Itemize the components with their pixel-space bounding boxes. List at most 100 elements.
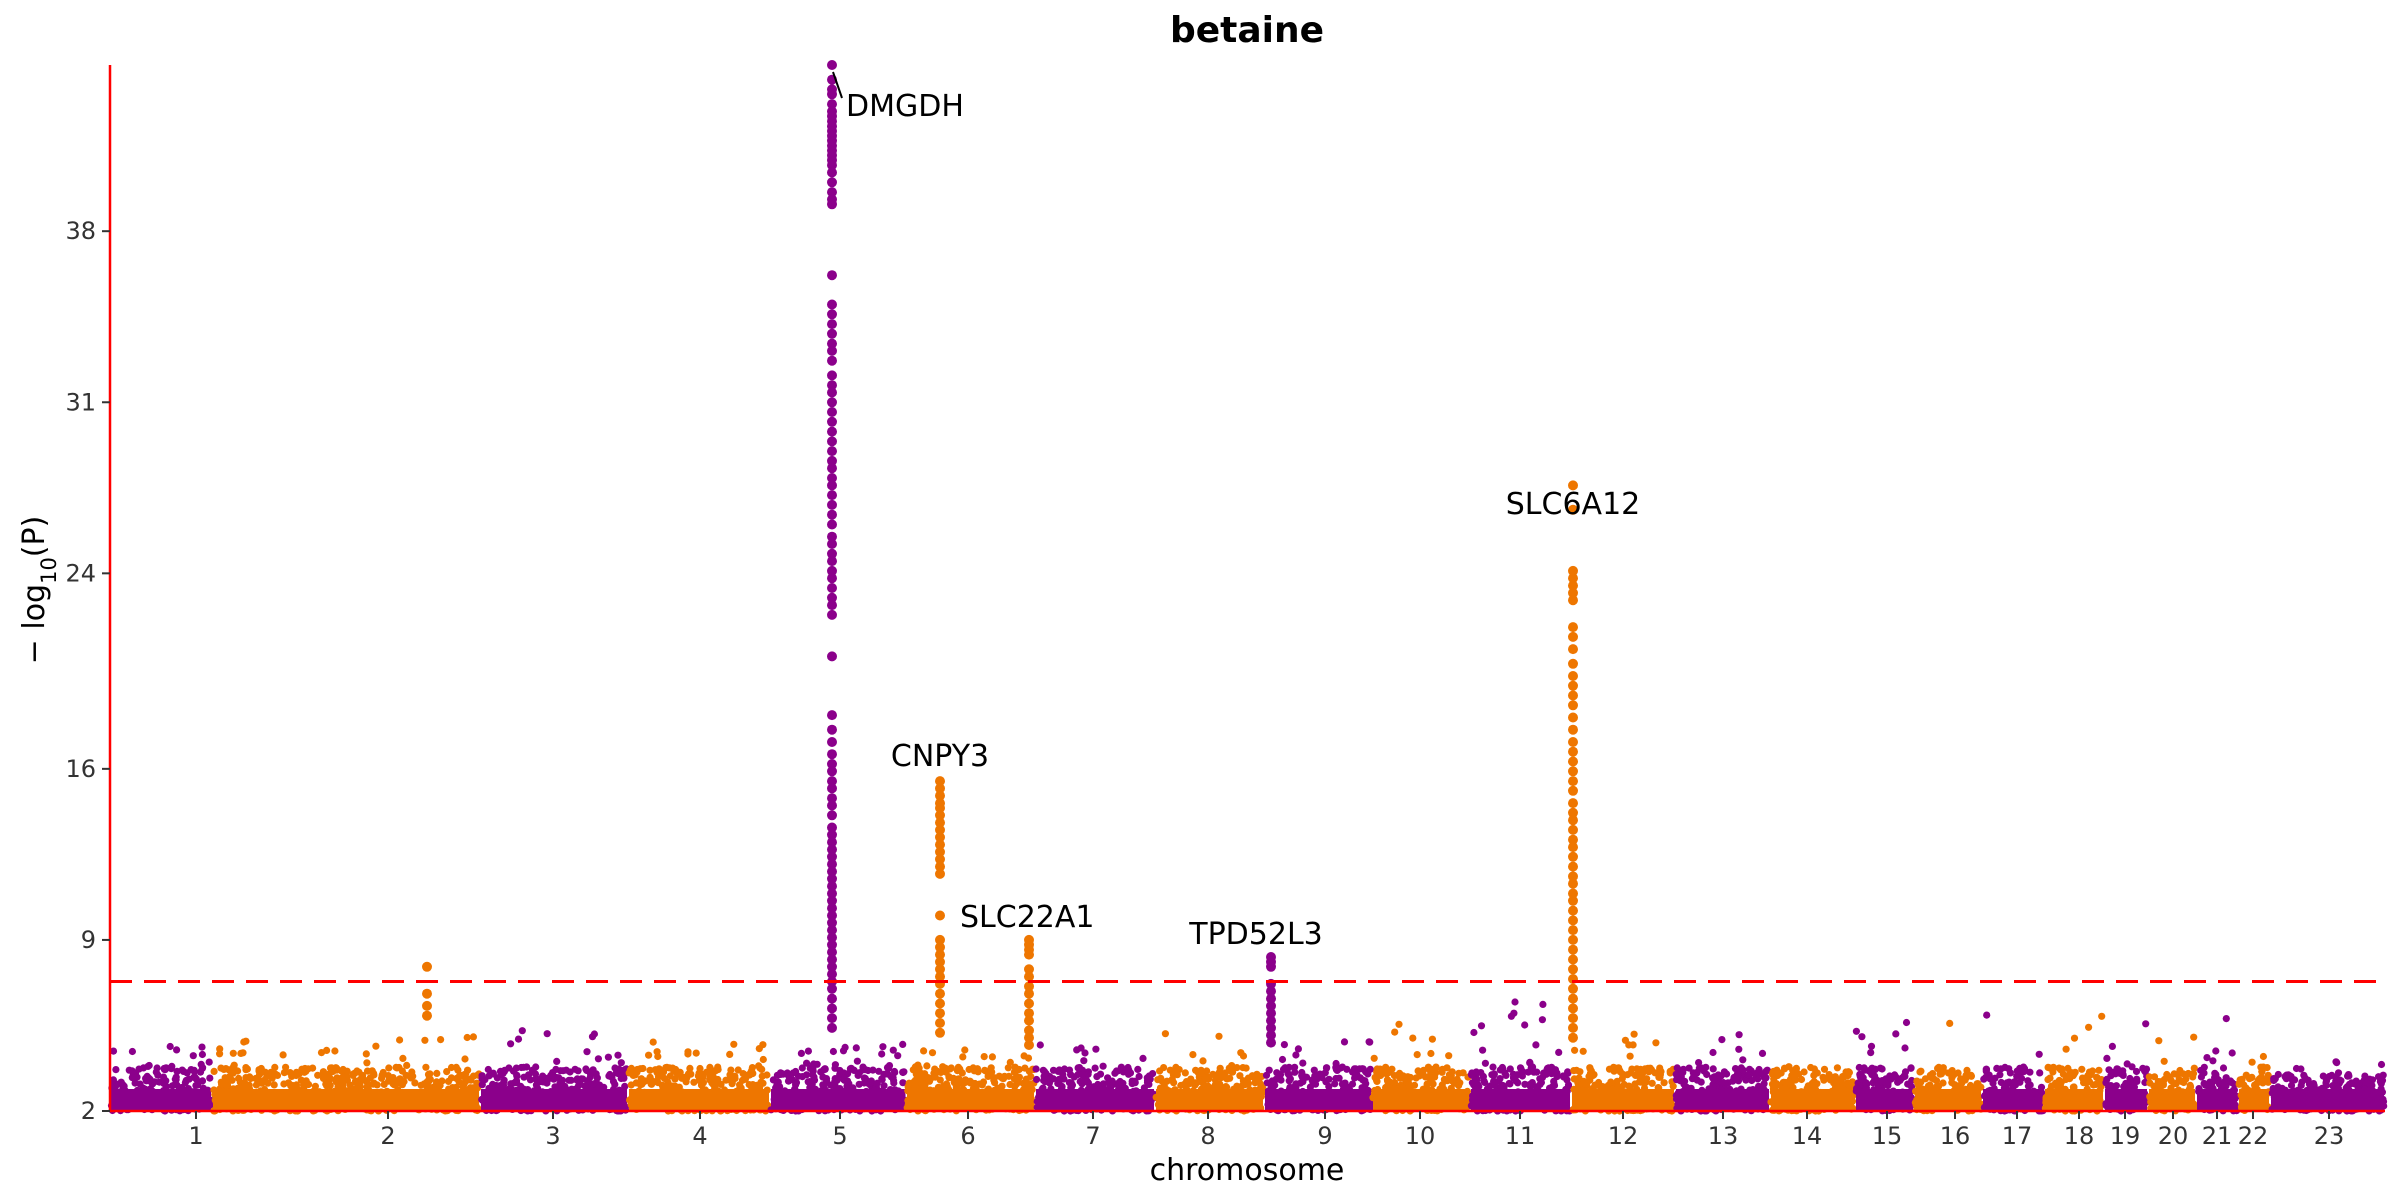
snp-point [1060,1065,1069,1073]
snp-point [1538,1016,1546,1024]
snp-point [1280,1041,1288,1049]
chromosome-6-dense-band [907,1089,1034,1111]
peak-point [827,509,837,520]
snp-point [1735,1045,1743,1053]
snp-point [2139,1064,2147,1072]
snp-point [1511,998,1519,1006]
snp-point [1191,1079,1199,1087]
peak-point [827,380,837,391]
snp-point [2301,1074,2309,1082]
peak-point [827,309,837,320]
snp-point [583,1048,591,1056]
snp-point [1325,1082,1333,1091]
snp-point [459,1081,468,1089]
snp-point [1263,1079,1271,1087]
chromosome-1-dense-band [111,1089,211,1111]
snp-point [513,1072,521,1080]
chromosome-8-points [1152,1030,1267,1115]
snp-point [646,1066,654,1074]
snp-point [1526,1081,1534,1089]
snp-point [2163,1070,2171,1079]
snp-point [853,1057,862,1065]
snp-point [1891,1071,1899,1079]
chromosome-19-dense-band [2105,1089,2147,1111]
snp-point [193,1081,202,1089]
snp-point [621,1082,629,1090]
snp-point [869,1066,877,1074]
snp-point [109,1076,117,1084]
snp-point [1646,1064,1654,1072]
snp-point [1871,1066,1879,1074]
snp-point [1852,1027,1860,1035]
snp-point [2058,1065,2066,1073]
snp-point [1313,1072,1321,1080]
snp-point [444,1077,453,1085]
snp-point [2024,1077,2032,1085]
snp-point [168,1062,176,1070]
snp-point [695,1072,703,1080]
snp-point [1634,1071,1642,1080]
snp-point [1134,1065,1142,1073]
snp-point [1490,1077,1498,1085]
snp-point [1695,1059,1703,1067]
snp-point [1980,1075,1988,1083]
snp-point [279,1051,287,1059]
snp-point [1731,1065,1740,1073]
snp-point [1033,1075,1041,1084]
chromosome-23-points [2268,1058,2388,1115]
chart-title: betaine [1170,10,1324,51]
snp-point [399,1054,407,1062]
chromosome-12-points [1569,1030,1678,1115]
snp-point [1470,1028,1478,1037]
snp-point [1579,1047,1587,1055]
snp-point [1203,1067,1211,1075]
snp-point [2102,1079,2110,1087]
snp-point [745,1071,754,1079]
snp-point [1222,1083,1230,1091]
snp-point [1673,1064,1681,1072]
snp-point [139,1064,148,1072]
snp-point [1916,1068,1924,1076]
snp-point [1432,1064,1440,1072]
chromosome-10-points [1369,1020,1473,1115]
snp-point [1333,1066,1341,1074]
chromosome-16-points [1911,1019,1985,1115]
snp-point [609,1077,618,1086]
snp-point [1189,1051,1197,1059]
snp-point [2377,1060,2386,1069]
snp-point [1986,1075,1994,1083]
snp-point [1902,1018,1911,1027]
snp-point [1810,1065,1818,1073]
snp-point [1700,1067,1708,1075]
snp-point [319,1068,327,1076]
snp-point [1058,1082,1066,1091]
snp-point [128,1047,136,1056]
snp-point [2228,1049,2236,1057]
snp-point [675,1068,683,1076]
snp-point [1739,1056,1747,1064]
snp-point [2190,1064,2198,1072]
snp-point [1710,1075,1718,1083]
snp-point [553,1057,561,1065]
snp-point [370,1071,378,1079]
snp-point [2305,1080,2314,1088]
snp-point [684,1048,692,1056]
snp-point [1860,1064,1868,1072]
snp-point [1481,1059,1489,1067]
snp-point [1878,1065,1886,1073]
snp-point [880,1082,888,1090]
snp-point [1040,1072,1048,1080]
snp-point [875,1067,883,1075]
snp-point [1928,1074,1936,1082]
snp-point [1755,1065,1763,1074]
snp-point [917,1071,926,1079]
snp-point [159,1073,168,1081]
snp-point [1681,1077,1689,1085]
snp-point [1800,1068,1808,1076]
snp-point [1352,1069,1360,1077]
snp-point [1077,1044,1085,1052]
snp-point [1739,1066,1747,1074]
snp-point [1571,1046,1579,1054]
snp-point [1550,1081,1559,1090]
snp-point [1325,1075,1333,1083]
